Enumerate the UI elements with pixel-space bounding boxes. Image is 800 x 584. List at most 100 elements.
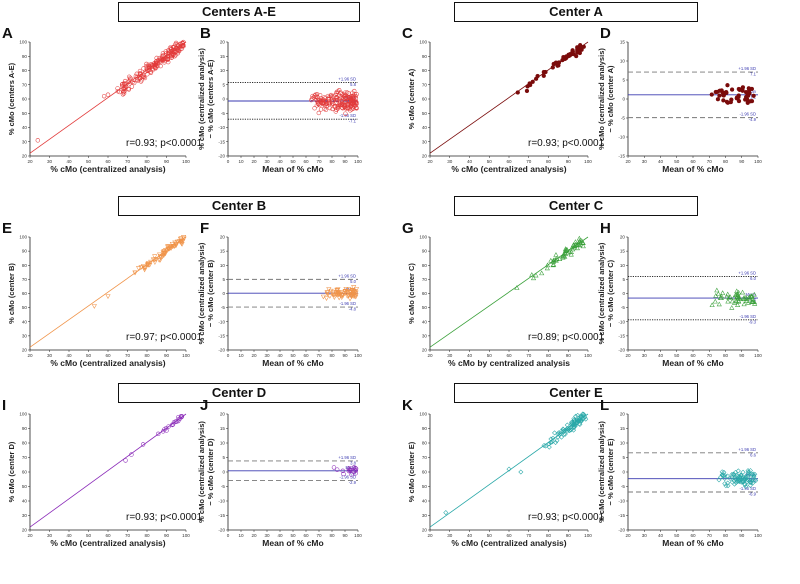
panel-label: K xyxy=(402,397,413,414)
data-point xyxy=(340,100,345,106)
correlation-annotation: r=0.93; p<0.0001 xyxy=(528,512,605,523)
data-point xyxy=(153,65,158,70)
data-point xyxy=(541,442,547,448)
x-tick-label: 50 xyxy=(86,159,92,164)
data-point xyxy=(171,244,177,249)
x-axis-label: % cMo (centralized analysis) xyxy=(50,164,165,174)
x-tick-label: 60 xyxy=(690,353,696,358)
x-tick-label: 30 xyxy=(47,533,53,538)
x-tick-label: 40 xyxy=(467,533,473,538)
y-axis-label: % cMo (centers A-E) xyxy=(7,62,16,135)
data-point xyxy=(140,442,146,447)
x-tick-label: 30 xyxy=(47,353,53,358)
y-tick-label: -20 xyxy=(618,528,625,533)
y-tick-label: 15 xyxy=(620,40,626,45)
data-point xyxy=(179,414,184,420)
data-point xyxy=(741,301,747,307)
y-tick-label: 50 xyxy=(22,305,28,310)
data-point xyxy=(316,102,321,107)
y-tick-label: 60 xyxy=(422,291,428,296)
correlation-annotation: r=0.97; p<0.0001 xyxy=(126,332,203,343)
y-tick-label: 5 xyxy=(222,82,225,87)
data-point xyxy=(341,471,346,477)
x-tick-label: 80 xyxy=(329,533,335,538)
x-tick-label: 100 xyxy=(754,353,762,358)
y-tick-label: 5 xyxy=(622,455,625,460)
y-tick-label: 15 xyxy=(220,426,226,431)
y-tick-label: -10 xyxy=(218,319,225,324)
x-tick-label: 60 xyxy=(690,159,696,164)
data-point xyxy=(122,88,127,94)
data-point xyxy=(331,293,337,298)
data-point xyxy=(735,476,741,482)
y-tick-label: 80 xyxy=(422,68,428,73)
x-tick-label: 30 xyxy=(447,159,453,164)
x-tick-label: 20 xyxy=(427,533,433,538)
y-tick-label: 40 xyxy=(422,319,428,324)
y-tick-label: -15 xyxy=(218,139,225,144)
data-point xyxy=(741,294,747,300)
x-tick-label: 40 xyxy=(277,159,283,164)
x-tick-label: 80 xyxy=(329,159,335,164)
panel-label: B xyxy=(200,25,211,42)
y-tick-label: 15 xyxy=(220,54,226,59)
data-point xyxy=(344,101,350,107)
data-point xyxy=(576,235,582,241)
data-point xyxy=(560,57,565,63)
panel-label: G xyxy=(402,220,414,237)
data-point xyxy=(35,138,40,143)
data-point xyxy=(353,471,358,476)
data-point xyxy=(720,473,726,479)
data-point xyxy=(150,257,156,263)
data-point xyxy=(570,242,577,247)
data-point xyxy=(322,106,327,111)
x-tick-label: 100 xyxy=(584,533,592,538)
data-point xyxy=(140,264,146,269)
data-point xyxy=(351,294,357,299)
x-tick-label: 50 xyxy=(487,533,493,538)
data-point xyxy=(719,469,725,475)
data-point xyxy=(173,48,178,53)
data-point xyxy=(582,414,588,420)
y-tick-label: 10 xyxy=(220,263,226,268)
data-point xyxy=(718,293,725,299)
x-tick-label: 90 xyxy=(164,533,170,538)
data-point xyxy=(144,65,149,71)
regression-line xyxy=(429,236,589,348)
x-tick-label: 80 xyxy=(144,533,150,538)
data-point xyxy=(326,287,332,292)
y-tick-label: -15 xyxy=(218,513,225,518)
x-tick-label: 100 xyxy=(182,159,190,164)
data-point xyxy=(172,241,179,247)
data-point xyxy=(529,272,535,277)
y-tick-label: 20 xyxy=(22,528,28,533)
x-tick-label: 50 xyxy=(487,159,493,164)
x-tick-label: 60 xyxy=(690,533,696,538)
data-point xyxy=(312,106,317,111)
data-point xyxy=(743,474,749,480)
y-tick-label: 0 xyxy=(222,470,225,475)
data-point xyxy=(560,426,566,432)
data-point xyxy=(729,472,735,478)
data-point xyxy=(142,267,148,273)
data-point xyxy=(739,289,746,295)
x-tick-label: 80 xyxy=(546,353,552,358)
x-tick-label: 100 xyxy=(584,353,592,358)
lower-label: -1.96 SD -2.9 xyxy=(339,474,356,485)
x-tick-label: 70 xyxy=(707,159,713,164)
data-point xyxy=(724,99,730,104)
data-point xyxy=(729,298,735,304)
data-point xyxy=(729,305,735,310)
x-tick-label: 20 xyxy=(427,353,433,358)
data-point xyxy=(546,441,552,447)
data-point xyxy=(580,243,586,249)
x-tick-label: 90 xyxy=(164,159,170,164)
data-point xyxy=(717,93,722,98)
x-tick-label: 50 xyxy=(86,353,92,358)
x-tick-label: 60 xyxy=(303,159,309,164)
x-tick-label: 90 xyxy=(566,533,572,538)
data-point xyxy=(709,92,714,97)
panel-label: J xyxy=(200,397,208,414)
data-point xyxy=(138,265,144,270)
panel-label: H xyxy=(600,220,611,237)
